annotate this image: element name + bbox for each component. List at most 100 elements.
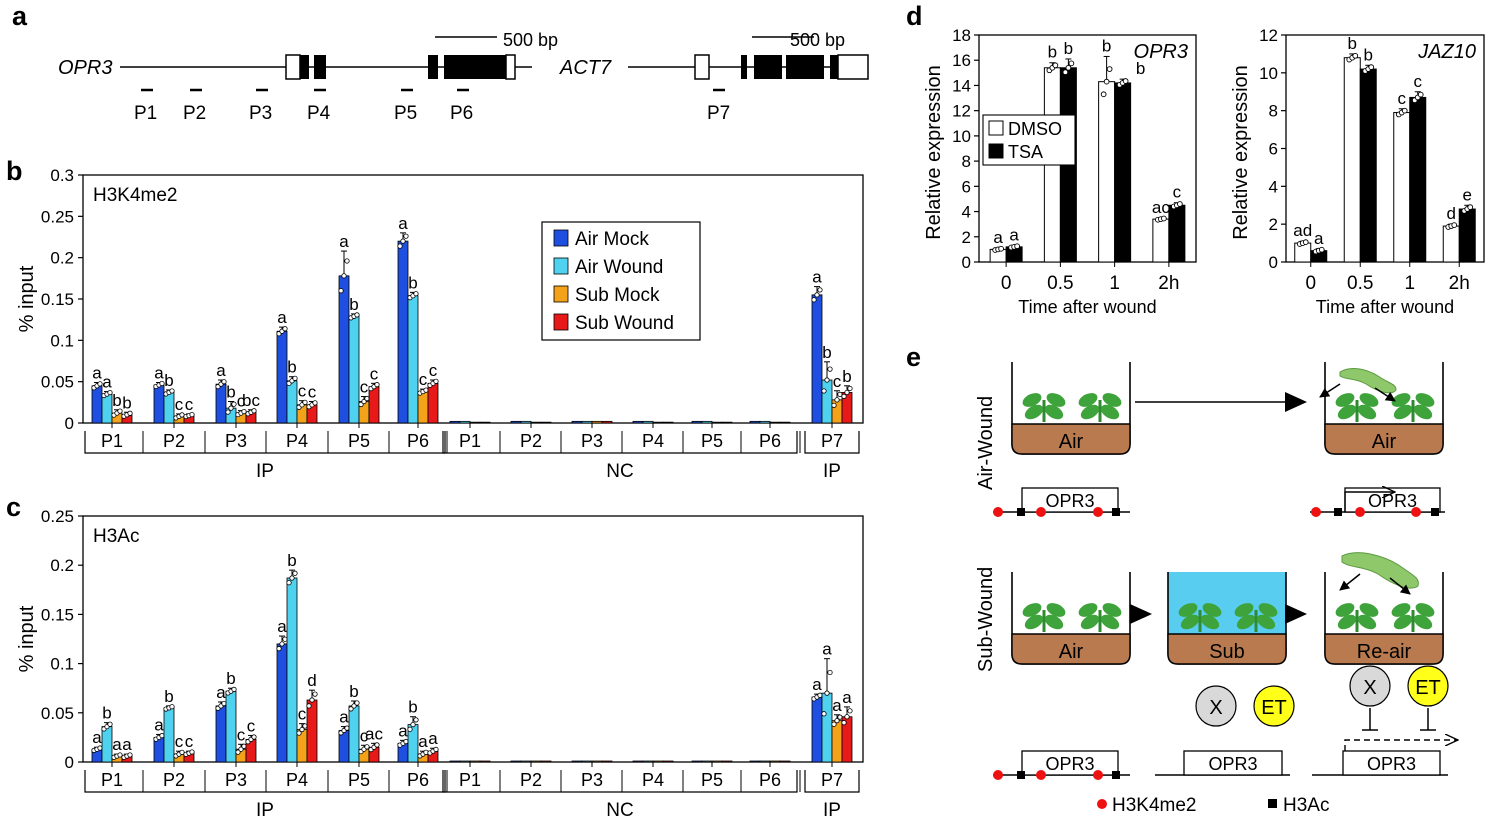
significance-letter: c: [419, 370, 428, 389]
bar-sub-mock: [469, 421, 481, 424]
replicate-point: [225, 409, 231, 415]
replicate-point: [1318, 246, 1325, 253]
pots: Air Air Air Sub Re-air: [1011, 362, 1444, 665]
significance-letter: ad: [1293, 221, 1312, 240]
group-bracket: [442, 770, 798, 793]
replicate-point: [231, 401, 237, 407]
y-tick-label: 0.25: [41, 507, 74, 526]
bar-air-wound: [459, 420, 471, 424]
opr3-locus-reair: OPR3: [1312, 750, 1448, 776]
x-tick-label: P3: [581, 770, 603, 790]
y-tick-label: 0.05: [41, 373, 74, 392]
replicate-point: [231, 686, 237, 692]
replicate-point: [811, 297, 817, 303]
bar-air-mock: [749, 760, 761, 763]
y-tick-label: 2: [1269, 215, 1278, 234]
y-tick-label: 12: [1259, 26, 1278, 45]
group-label: IP: [256, 461, 274, 482]
bar-sub-wound: [662, 760, 674, 763]
act7-utr-5: [694, 54, 710, 80]
bar-dmso: [1442, 225, 1460, 263]
factor-et-middle: ET: [1253, 685, 1295, 727]
gene-box-label: OPR3: [1045, 754, 1094, 774]
bar-air-wound: [520, 760, 532, 763]
legend-swatch: [553, 229, 569, 247]
x-tick-label: P2: [520, 431, 542, 451]
replicate-point: [998, 245, 1004, 252]
seedling-leaf: [1178, 603, 1198, 617]
significance-letter: b: [112, 391, 121, 410]
gene-label: JAZ10: [1417, 41, 1476, 63]
group-label: NC: [606, 461, 633, 482]
plot-frame: [82, 174, 864, 424]
seedling-icon: [1078, 393, 1122, 422]
x-tick-label: P5: [701, 770, 723, 790]
primer-p5: P5: [394, 88, 417, 124]
replicate-point: [354, 700, 360, 706]
h3k4me2-mark: [1311, 507, 1321, 517]
bar-air-mock: [571, 420, 583, 424]
panel-letter-b: b: [6, 156, 23, 186]
seedling-leaf: [1393, 614, 1413, 630]
y-tick-label: 16: [952, 51, 971, 70]
significance-letter: a: [398, 721, 408, 740]
seedling-icon: [1078, 603, 1122, 632]
opr3-locus-submerged: OPR3: [1155, 750, 1290, 776]
svg-text:X: X: [1363, 677, 1376, 699]
soil: [1167, 633, 1287, 665]
significance-letter: a: [339, 708, 349, 727]
replicate-point: [844, 389, 850, 396]
replicate-point: [407, 726, 413, 732]
h3ac-mark: [1431, 508, 1439, 516]
significance-letter: c: [1414, 72, 1423, 91]
replicate-point: [1177, 201, 1183, 207]
act7-exon-2: [754, 55, 782, 79]
seedling-leaf: [1078, 393, 1098, 407]
seedling-leaf: [1415, 603, 1435, 617]
significance-letter: b: [226, 669, 235, 688]
bar-air-mock: [811, 294, 823, 424]
svg-text:P2: P2: [183, 103, 206, 124]
bar-sub-mock: [530, 421, 542, 424]
x-tick-label: P1: [459, 770, 481, 790]
bar-sub-wound: [540, 421, 552, 424]
seedling-leaf: [1234, 603, 1254, 617]
legend-swatch: [553, 257, 569, 275]
bar-air-mock: [397, 240, 409, 424]
significance-letter: a: [277, 308, 287, 327]
bar-sub-wound: [540, 760, 552, 763]
seedling-leaf: [1357, 404, 1377, 420]
replicate-point: [821, 711, 827, 717]
svg-text:P4: P4: [307, 103, 331, 124]
replicate-point: [302, 399, 308, 405]
x-tick-label: P2: [520, 770, 542, 790]
bar-air-mock: [510, 760, 522, 763]
replicate-point: [1065, 64, 1072, 71]
significance-letter: b: [1102, 36, 1111, 55]
significance-letter: a: [112, 735, 122, 754]
svg-text:P7: P7: [707, 103, 730, 124]
feeding-arrow-2: [1374, 387, 1396, 402]
significance-letter: c: [308, 383, 317, 402]
x-tick-label: 0.5: [1347, 273, 1373, 294]
scale-label-2: 500 bp: [790, 30, 845, 50]
replicate-point: [292, 570, 298, 576]
significance-letter: b: [822, 343, 831, 362]
x-axis-label: Time after wound: [1018, 297, 1156, 317]
h3ac-mark: [1017, 771, 1025, 779]
replicate-point: [351, 703, 357, 709]
seedling-icon: [1391, 393, 1435, 422]
replicate-point: [189, 411, 195, 418]
gene-box-label: OPR3: [1045, 491, 1094, 511]
seedling-icon: [1335, 393, 1379, 422]
replicate-point: [279, 641, 285, 647]
significance-letter: c: [360, 378, 369, 397]
significance-letter: b: [226, 383, 235, 402]
replicate-point: [309, 697, 315, 703]
significance-letter: c: [833, 372, 842, 391]
significance-letter: b: [287, 358, 296, 377]
y-tick-label: 18: [952, 26, 971, 45]
replicate-point: [841, 720, 847, 726]
replicate-point: [413, 717, 419, 723]
